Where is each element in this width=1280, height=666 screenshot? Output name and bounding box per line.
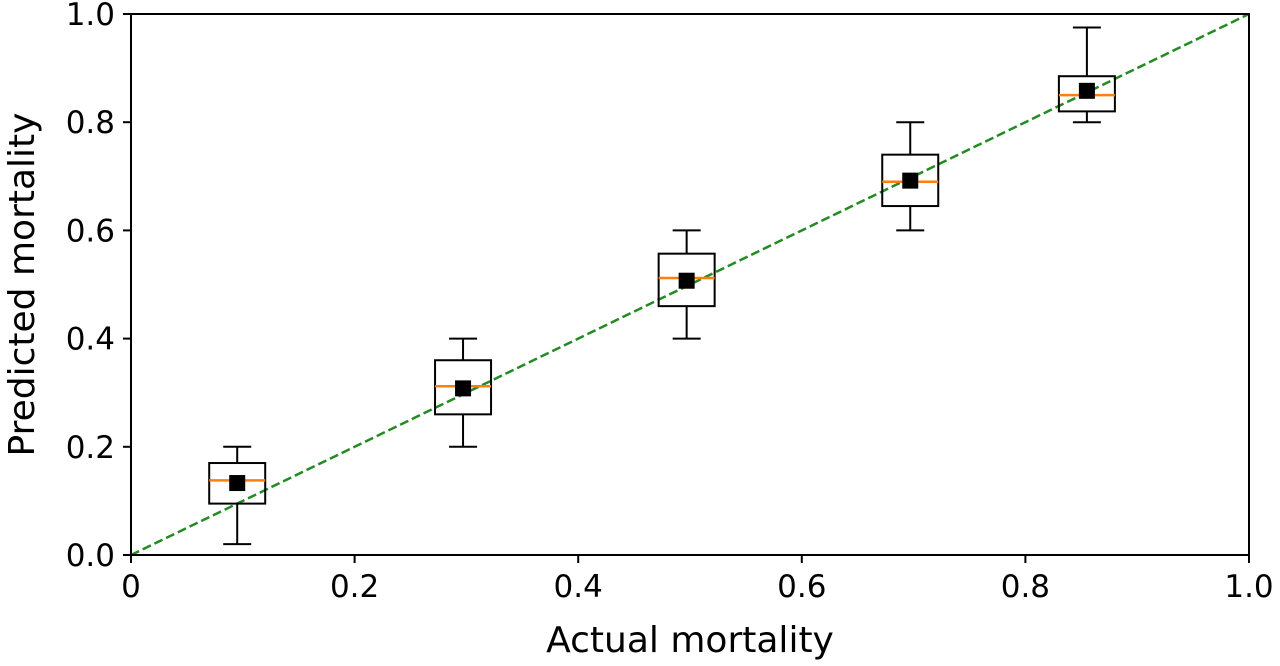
- x-tick-label: 0: [121, 569, 141, 605]
- x-axis-label: Actual mortality: [546, 620, 834, 661]
- x-tick-label: 0.6: [777, 569, 826, 605]
- y-tick-label: 0.6: [66, 213, 115, 249]
- box-body: [657, 252, 716, 308]
- y-tick-label: 0.4: [66, 322, 115, 358]
- y-tick-label: 0.0: [66, 538, 115, 574]
- y-axis-label: Predicted mortality: [2, 113, 43, 457]
- mean-marker: [1078, 82, 1095, 99]
- y-tick-label: 1.0: [66, 0, 115, 33]
- box-body: [208, 462, 267, 505]
- box-body: [881, 153, 940, 208]
- box-group-2: [434, 337, 493, 448]
- mean-marker: [229, 475, 246, 492]
- x-tick-label: 1.0: [1224, 569, 1273, 605]
- axes-frame: [130, 13, 1250, 556]
- y-tick-label: 0.8: [66, 105, 115, 141]
- x-tick-label: 0.8: [1001, 569, 1050, 605]
- box-group-4: [881, 121, 940, 232]
- box-group-3: [657, 229, 716, 340]
- x-tick-label: 0.2: [330, 569, 379, 605]
- ticks: 0 0.2 0.4 0.6 0.8 1.0 0.0 0.2 0.4 0.6 0.8 1.0: [66, 0, 1274, 605]
- mean-marker: [455, 380, 472, 397]
- reference-line: [130, 12, 1250, 557]
- box-group-5: [1057, 26, 1116, 124]
- plot-area: [130, 12, 1250, 557]
- box-body: [1057, 75, 1116, 113]
- x-tick-label: 0.4: [554, 569, 603, 605]
- mean-marker: [902, 172, 919, 189]
- mean-marker: [678, 272, 695, 289]
- y-tick-label: 0.2: [66, 430, 115, 466]
- box-group-1: [208, 445, 267, 546]
